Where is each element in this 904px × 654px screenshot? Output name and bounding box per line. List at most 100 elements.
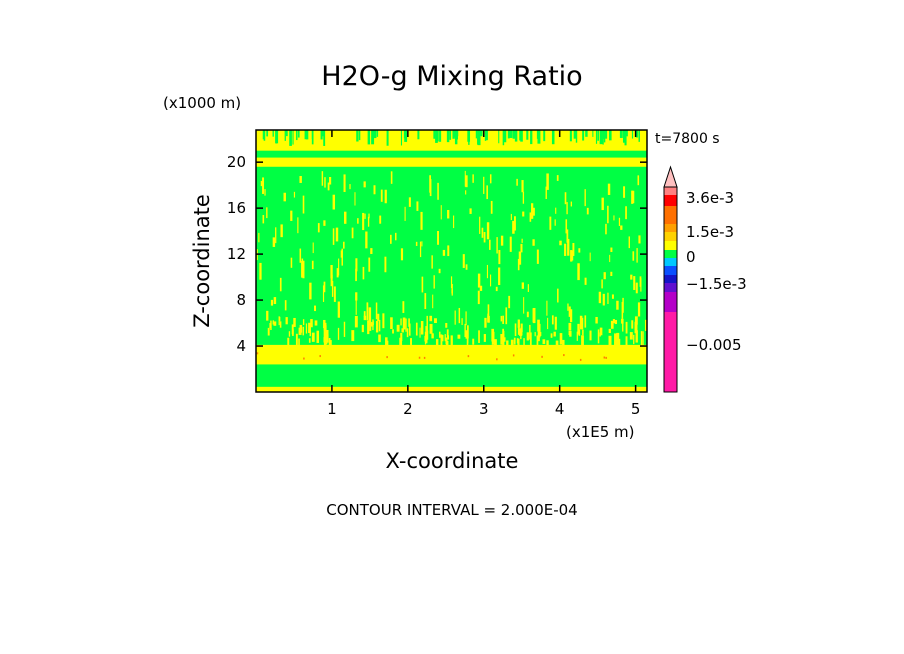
streak xyxy=(475,130,478,139)
streak xyxy=(581,335,584,348)
streak xyxy=(291,324,294,335)
streak xyxy=(517,338,520,352)
streak xyxy=(509,236,512,252)
streak xyxy=(537,130,541,144)
streak xyxy=(626,130,628,137)
streak xyxy=(487,315,490,323)
streak xyxy=(343,321,346,337)
streak xyxy=(599,332,601,337)
streak xyxy=(629,332,633,340)
streak xyxy=(469,208,472,214)
streak xyxy=(613,215,615,221)
streak xyxy=(272,320,275,325)
time-label: t=7800 s xyxy=(655,131,720,147)
streak xyxy=(321,171,324,186)
streak xyxy=(290,257,293,268)
streak xyxy=(446,329,449,337)
streak xyxy=(425,326,427,332)
streak xyxy=(566,202,568,215)
streak xyxy=(419,327,421,338)
streak xyxy=(477,290,480,305)
streak xyxy=(316,330,320,343)
streak xyxy=(279,277,282,292)
streak xyxy=(390,234,392,244)
streak xyxy=(570,250,574,261)
streak xyxy=(502,130,505,146)
streak xyxy=(376,130,379,137)
speck xyxy=(303,357,305,360)
streak xyxy=(521,238,523,243)
streak xyxy=(569,309,573,323)
streak xyxy=(323,337,325,343)
streak xyxy=(634,316,638,325)
colorbar-label: −0.005 xyxy=(686,336,742,354)
streak xyxy=(477,273,481,288)
streak xyxy=(262,177,265,194)
colorbar-segment xyxy=(664,232,677,241)
streak xyxy=(618,217,621,226)
streak xyxy=(408,318,410,327)
streak xyxy=(267,327,270,336)
streak xyxy=(396,324,400,332)
streak xyxy=(486,264,489,279)
streak xyxy=(437,231,439,245)
streak xyxy=(288,331,291,337)
colorbar-labels: 3.6e-3 1.5e-3 0 −1.5e-3 −0.005 xyxy=(686,189,747,354)
streak xyxy=(403,130,406,139)
streak xyxy=(322,130,324,137)
streak xyxy=(326,330,329,342)
streak xyxy=(521,180,524,193)
streak xyxy=(500,235,504,246)
streak xyxy=(333,286,336,302)
streak xyxy=(363,311,366,317)
streak xyxy=(258,232,260,243)
streak xyxy=(417,130,420,140)
streak xyxy=(559,333,563,345)
streak xyxy=(598,291,602,304)
streak xyxy=(367,320,371,326)
streak xyxy=(278,316,280,326)
streak xyxy=(520,323,523,333)
streak xyxy=(444,334,446,342)
streak xyxy=(432,294,434,309)
streak xyxy=(262,215,265,224)
streak xyxy=(539,331,542,336)
streak xyxy=(344,211,347,224)
streak xyxy=(421,241,423,247)
streak xyxy=(621,301,624,319)
streak xyxy=(514,216,516,231)
streak xyxy=(464,170,466,187)
streak xyxy=(285,130,288,137)
streak xyxy=(592,130,594,137)
streak xyxy=(614,333,617,346)
streak xyxy=(442,249,446,256)
streak xyxy=(625,321,628,334)
streak xyxy=(465,190,467,195)
streak xyxy=(323,340,326,352)
x-axis-unit: (x1E5 m) xyxy=(566,423,635,441)
streak xyxy=(529,324,531,340)
streak xyxy=(519,130,522,141)
streak xyxy=(465,175,468,188)
streak xyxy=(302,319,305,326)
yellow-band xyxy=(256,157,647,167)
streak xyxy=(311,260,314,270)
colorbar-segment xyxy=(664,241,677,250)
streak xyxy=(357,218,359,224)
streak xyxy=(324,337,327,349)
plot-frame xyxy=(255,129,648,393)
streak xyxy=(337,301,340,318)
streak xyxy=(543,130,546,142)
streak xyxy=(355,258,358,272)
streak xyxy=(495,286,498,292)
streak xyxy=(589,252,591,262)
colorbar-segment xyxy=(664,266,677,275)
streak xyxy=(483,334,486,342)
streak xyxy=(586,207,589,215)
colorbar xyxy=(663,165,678,393)
colorbar-segment xyxy=(664,195,677,206)
yellow-band xyxy=(256,386,647,392)
streak xyxy=(424,293,427,310)
streak xyxy=(340,250,343,258)
streak xyxy=(364,213,366,219)
